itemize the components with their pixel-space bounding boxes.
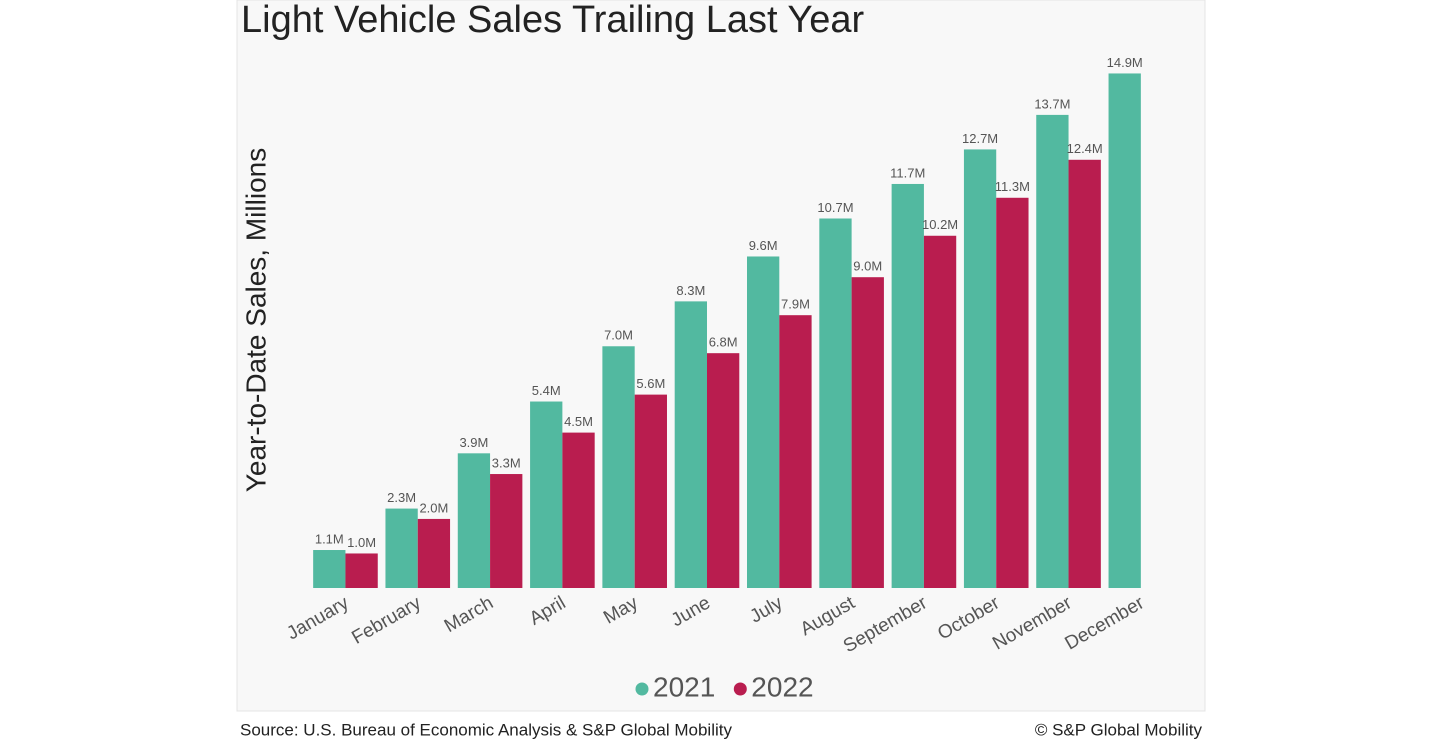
value-label: 4.5M <box>564 414 593 429</box>
value-label: 5.4M <box>532 383 561 398</box>
value-label: 9.6M <box>749 238 778 253</box>
value-label: 14.9M <box>1107 55 1143 70</box>
legend-label: 2022 <box>751 671 813 702</box>
value-label: 7.0M <box>604 328 633 343</box>
bar <box>779 315 812 588</box>
bar <box>457 453 491 588</box>
copyright: © S&P Global Mobility <box>1035 720 1203 739</box>
value-label: 11.7M <box>890 165 925 180</box>
bar <box>634 394 667 588</box>
source-note: Source: U.S. Bureau of Economic Analysis… <box>240 720 732 739</box>
value-label: 6.8M <box>709 335 738 350</box>
bar <box>1108 73 1141 589</box>
bar <box>1068 159 1101 588</box>
value-label: 10.7M <box>817 200 853 215</box>
value-label: 9.0M <box>853 259 882 274</box>
bar <box>602 346 635 588</box>
value-label: 1.0M <box>347 535 376 550</box>
legend-marker <box>635 682 649 696</box>
y-axis-label: Year-to-Date Sales, Millions <box>240 148 271 492</box>
value-label: 2.3M <box>387 490 416 505</box>
value-label: 3.9M <box>459 435 488 450</box>
legend-label: 2021 <box>653 671 715 702</box>
value-label: 12.7M <box>962 131 998 146</box>
bar <box>530 401 563 588</box>
value-label: 13.7M <box>1034 96 1070 111</box>
value-label: 8.3M <box>676 283 705 298</box>
bar <box>417 518 451 588</box>
bar <box>996 197 1029 589</box>
bar <box>891 183 924 588</box>
bar <box>1036 114 1069 588</box>
bar <box>345 553 378 588</box>
bar <box>851 277 884 588</box>
bar <box>819 218 852 588</box>
bar <box>313 550 346 588</box>
value-label: 11.3M <box>995 179 1030 194</box>
value-label: 12.4M <box>1067 141 1103 156</box>
bar <box>706 353 740 588</box>
value-label: 7.9M <box>781 297 810 312</box>
value-label: 10.2M <box>922 217 958 232</box>
value-label: 2.0M <box>419 500 448 515</box>
chart-title: Light Vehicle Sales Trailing Last Year <box>241 0 865 41</box>
bar <box>963 149 997 588</box>
value-label: 3.3M <box>492 455 521 470</box>
bar <box>923 235 957 588</box>
value-label: 1.1M <box>315 531 344 546</box>
bar <box>747 256 780 588</box>
bar <box>385 508 418 588</box>
bar <box>490 474 523 588</box>
bar <box>562 432 595 588</box>
legend-marker <box>733 682 747 696</box>
bar <box>674 301 707 588</box>
value-label: 5.6M <box>636 376 665 391</box>
